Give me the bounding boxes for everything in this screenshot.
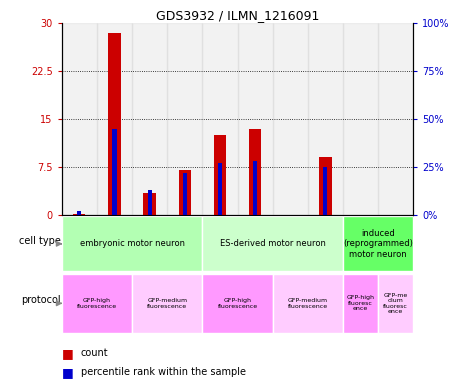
Bar bbox=[238, 23, 273, 215]
Bar bbox=[253, 161, 257, 215]
Text: ES-derived motor neuron: ES-derived motor neuron bbox=[220, 239, 325, 248]
Bar bbox=[202, 23, 238, 215]
Text: percentile rank within the sample: percentile rank within the sample bbox=[81, 367, 246, 377]
Bar bbox=[73, 214, 86, 215]
Bar bbox=[183, 173, 187, 215]
Bar bbox=[273, 274, 343, 333]
Bar bbox=[108, 33, 121, 215]
Text: embryonic motor neuron: embryonic motor neuron bbox=[79, 239, 185, 248]
Bar bbox=[62, 23, 97, 215]
Text: GFP-medium
fluorescence: GFP-medium fluorescence bbox=[147, 298, 187, 309]
Bar bbox=[308, 23, 343, 215]
Bar bbox=[202, 274, 273, 333]
Bar bbox=[378, 274, 413, 333]
Bar bbox=[62, 274, 132, 333]
Bar bbox=[77, 211, 81, 215]
Text: GFP-high
fluoresc
ence: GFP-high fluoresc ence bbox=[347, 295, 374, 311]
Text: GFP-high
fluorescence: GFP-high fluorescence bbox=[77, 298, 117, 309]
Bar bbox=[148, 190, 152, 215]
Text: cell type: cell type bbox=[19, 236, 61, 246]
Bar bbox=[343, 23, 378, 215]
Bar bbox=[378, 23, 413, 215]
Bar bbox=[343, 274, 378, 333]
Text: GFP-me
dium
fluoresc
ence: GFP-me dium fluoresc ence bbox=[383, 293, 408, 314]
Text: count: count bbox=[81, 348, 108, 358]
Bar bbox=[62, 216, 202, 271]
Bar bbox=[218, 163, 222, 215]
Bar bbox=[343, 216, 413, 271]
Text: GFP-high
fluorescence: GFP-high fluorescence bbox=[218, 298, 257, 309]
Bar bbox=[273, 23, 308, 215]
Bar bbox=[113, 129, 116, 215]
Bar bbox=[179, 170, 191, 215]
Title: GDS3932 / ILMN_1216091: GDS3932 / ILMN_1216091 bbox=[156, 9, 319, 22]
Text: ■: ■ bbox=[62, 366, 74, 379]
Text: ■: ■ bbox=[62, 347, 74, 360]
Text: protocol: protocol bbox=[21, 295, 61, 305]
Bar bbox=[323, 167, 327, 215]
Bar bbox=[132, 23, 167, 215]
Bar bbox=[249, 129, 261, 215]
Bar bbox=[167, 23, 202, 215]
Bar bbox=[97, 23, 132, 215]
Bar bbox=[319, 157, 332, 215]
Bar bbox=[214, 135, 226, 215]
Text: induced
(reprogrammed)
motor neuron: induced (reprogrammed) motor neuron bbox=[343, 229, 413, 259]
Bar bbox=[143, 193, 156, 215]
Bar bbox=[202, 216, 343, 271]
Bar bbox=[132, 274, 202, 333]
Text: GFP-medium
fluorescence: GFP-medium fluorescence bbox=[288, 298, 328, 309]
